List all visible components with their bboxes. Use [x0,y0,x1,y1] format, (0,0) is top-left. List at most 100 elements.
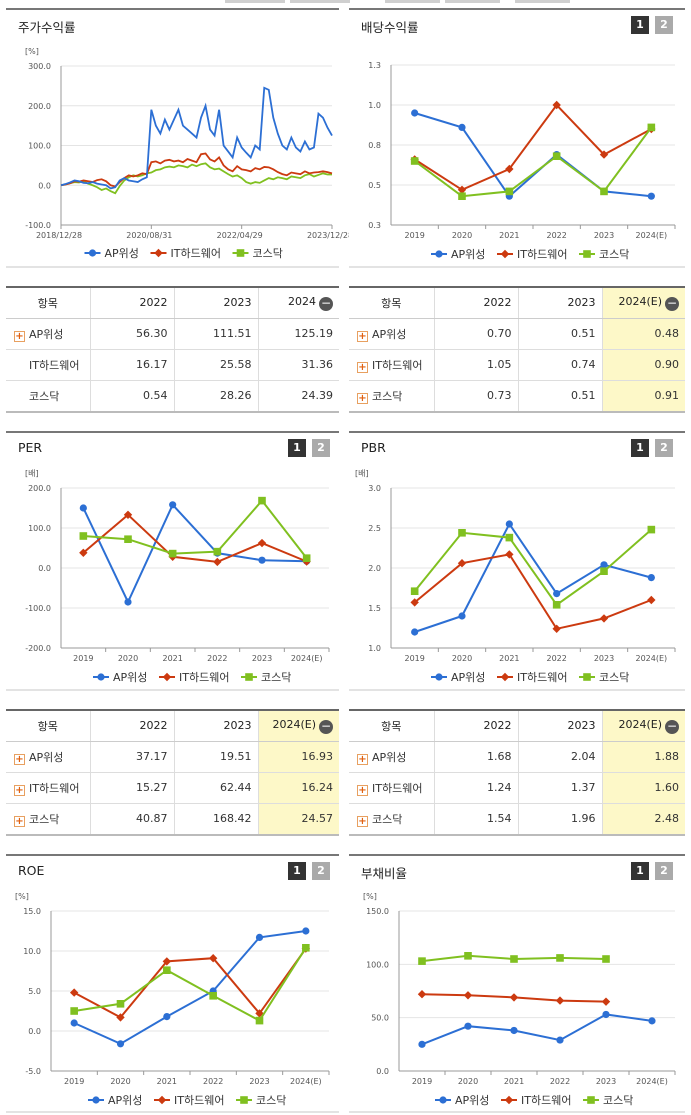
series-line [60,162,332,195]
y-tick-label: 0.0 [38,564,51,573]
data-point [213,557,222,567]
row-name-cell: 코스닥 [6,380,91,412]
view-2-button[interactable]: 2 [312,439,330,457]
data-point [505,164,514,174]
pbr-panel: PBR 1 2 [배] 3.0 2.5 2.0 1.5 1.0 2019 2020 2021 20… [349,431,685,689]
data-point [647,192,655,200]
view-2-button[interactable]: 2 [655,16,673,34]
expand-icon[interactable]: + [357,753,368,765]
table-row: + IT하드웨어 1.05 0.74 0.90 [349,349,685,381]
view-2-button[interactable]: 2 [655,439,673,457]
expand-icon[interactable]: + [357,784,368,796]
expand-icon[interactable]: + [14,330,25,342]
data-point [169,501,177,509]
legend-marker [97,673,105,681]
expand-icon[interactable]: + [14,815,25,827]
row-name: 코스닥 [29,389,60,403]
x-tick-label: 2020 [110,1077,130,1086]
panel-divider [6,8,339,10]
collapse-icon[interactable]: − [665,295,679,311]
debt-ratio-chart: [%] 150.0 100.0 50.0 0.0 2019 2020 2021 2022 2023… [363,892,676,1107]
x-tick-label: 2019 [73,654,93,663]
legend-marker [88,249,97,257]
table-cell: 0.54 [90,380,175,412]
data-point [418,1040,426,1048]
view-1-button[interactable]: 1 [288,862,306,880]
table-cell: 1.05 [434,349,519,381]
data-point [505,187,514,196]
x-tick-label: 2020 [118,654,138,663]
panel-bottom-border [6,266,339,268]
data-point [552,601,561,609]
table-cell: 0.73 [434,380,519,412]
table-row: + AP위성 1.68 2.04 1.88 [349,741,685,773]
x-tick-label: 2023 [596,1077,616,1086]
column-header: 2023 [518,709,603,742]
row-name: IT하드웨어 [29,781,80,795]
legend-marker [500,672,510,682]
data-point [556,954,564,962]
legend-label: IT하드웨어 [171,246,221,260]
y-tick-label: 300.0 [28,62,51,71]
expand-icon[interactable]: + [357,392,368,404]
x-tick-label: 2024(E) [636,654,668,663]
legend-marker [245,673,253,681]
legend-label: 코스닥 [599,671,629,684]
view-1-button[interactable]: 1 [631,16,649,34]
table-cell: 1.68 [434,741,519,773]
expand-icon[interactable]: + [14,784,25,796]
series-line [413,528,652,607]
data-point [258,496,266,505]
legend-label: IT하드웨어 [517,670,567,684]
expand-icon[interactable]: + [357,330,368,342]
y-tick-label: 100.0 [28,524,51,533]
series-line [83,499,308,559]
x-tick-label: 2023 [252,654,272,663]
legend-marker [583,673,591,681]
axis-unit: [배] [25,469,39,478]
table-cell: 0.70 [434,318,519,350]
table-cell: 2.04 [518,741,603,773]
per-panel: PER 1 2 [배] 200.0 100.0 0.0 -100.0 -200.0 2019… [6,431,339,689]
collapse-icon[interactable]: − [665,718,679,734]
row-name: IT하드웨어 [372,358,423,372]
y-tick-label: 10.0 [23,947,41,956]
data-point [599,150,609,159]
y-tick-label: 5.0 [28,987,41,996]
row-name-cell: + IT하드웨어 [349,772,435,804]
y-tick-label: 0.0 [38,181,51,190]
view-1-button[interactable]: 1 [288,439,306,457]
legend-label: 코스닥 [599,248,629,261]
panel-bottom-border [349,689,685,691]
panel-divider [349,8,685,10]
collapse-icon[interactable]: − [319,295,333,311]
row-name-cell: + 코스닥 [349,380,435,412]
table-bottom-border [6,834,339,836]
expand-icon[interactable]: + [357,361,368,373]
panel-bottom-border [6,1111,339,1113]
x-tick-label: 2020/08/31 [126,231,172,240]
axis-unit: [배] [355,469,369,478]
view-1-button[interactable]: 1 [631,862,649,880]
row-name: AP위성 [372,327,407,341]
collapse-icon[interactable]: − [319,718,333,734]
table-cell: 0.51 [518,380,603,412]
data-point [411,628,419,636]
table-row: IT하드웨어 16.17 25.58 31.36 [6,349,339,381]
data-point [70,1019,78,1027]
data-point [410,157,419,165]
x-tick-label: 2021 [162,654,182,663]
data-point [163,966,171,974]
y-tick-label: 15.0 [23,907,41,916]
roe-chart: [%] 15.0 10.0 5.0 0.0 -5.0 2019 2020 2021 2022 202… [15,892,330,1107]
table-row: + 코스닥 40.87 168.42 24.57 [6,803,339,835]
y-tick-label: 3.0 [368,484,381,493]
column-header: 2023 [174,286,259,319]
series-line [414,103,652,191]
dividend-panel: 배당수익률 1 2 1.3 1.0 0.8 0.5 0.3 2019 2020 2021 202… [349,8,685,266]
view-1-button[interactable]: 1 [631,439,649,457]
expand-icon[interactable]: + [357,815,368,827]
view-2-button[interactable]: 2 [655,862,673,880]
expand-icon[interactable]: + [14,753,25,765]
view-2-button[interactable]: 2 [312,862,330,880]
